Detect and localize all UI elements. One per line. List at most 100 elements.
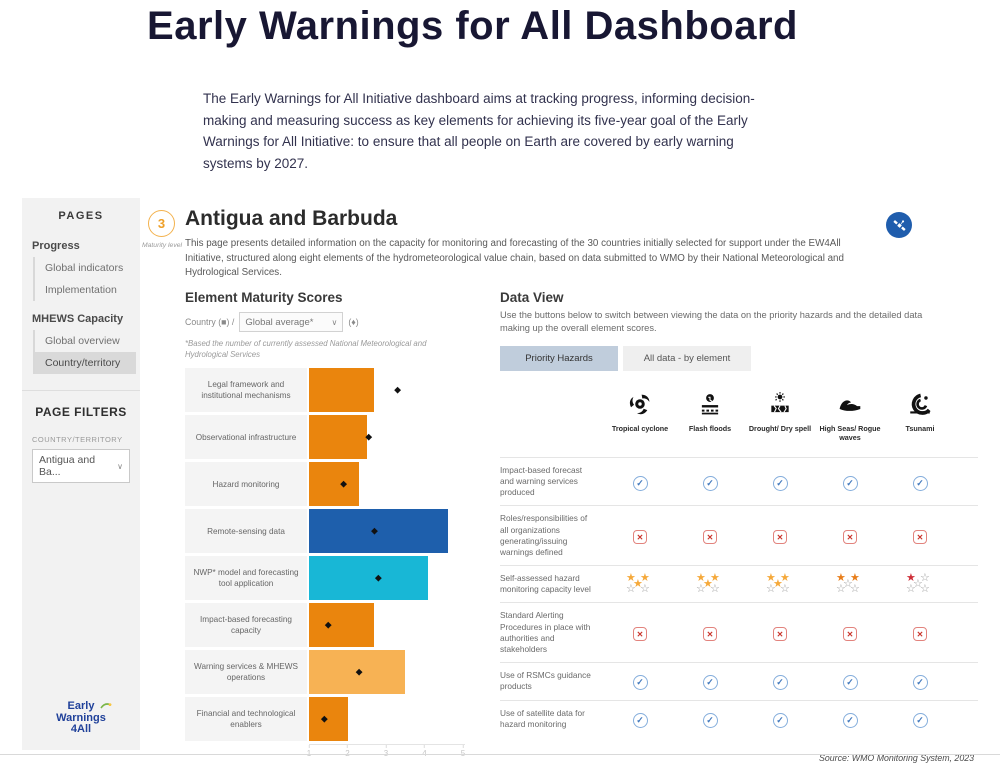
bar-track: ◆ xyxy=(309,509,469,554)
page-bottom-divider xyxy=(0,754,1000,755)
star-empty-icon: ☆ xyxy=(780,582,790,595)
check-icon: ✓ xyxy=(702,712,718,728)
global-average-marker: ◆ xyxy=(365,431,373,442)
bar-track: ◆ xyxy=(309,556,469,601)
chart-legend: Country (■) / Global average* ∨ (♦) xyxy=(185,312,485,332)
sidebar-item-global-overview[interactable]: Global overview xyxy=(45,335,120,347)
star-rating-1of5: ★ ☆ ☆ ☆ ☆ xyxy=(903,572,937,596)
tab-all-data-by-element[interactable]: All data - by element xyxy=(623,346,751,372)
status-cell: ✕ xyxy=(815,624,885,642)
hazard-label: High Seas/ Rogue waves xyxy=(819,424,881,443)
status-cell: ✕ xyxy=(745,527,815,545)
star-empty-icon: ☆ xyxy=(906,582,916,595)
sidebar-item-global-indicators[interactable]: Global indicators xyxy=(45,262,124,274)
source-note: Source: WMO Monitoring System, 2023 xyxy=(819,752,974,763)
status-cell: ✕ xyxy=(675,624,745,642)
bar-legal-framework-and-institutional-mechanisms[interactable] xyxy=(309,368,375,413)
star-filled-icon: ★ xyxy=(766,571,776,584)
hazard-label: Tropical cyclone xyxy=(611,424,669,434)
star-empty-icon: ☆ xyxy=(696,582,706,595)
sidebar-divider xyxy=(22,390,140,391)
drought-dry-spell-icon xyxy=(745,391,815,417)
status-cell: ✓ xyxy=(745,473,815,491)
country-filter-dropdown[interactable]: Antigua and Ba... ∨ xyxy=(32,449,130,483)
maturity-chart: Legal framework and institutional mechan… xyxy=(185,368,485,742)
axis-tick: 5 xyxy=(461,745,465,758)
status-cell: ✓ xyxy=(885,710,955,728)
cross-icon: ✕ xyxy=(633,530,647,545)
flash-floods-icon xyxy=(675,391,745,417)
pages-title: PAGES xyxy=(58,210,104,222)
check-icon: ✓ xyxy=(912,475,928,491)
bar-label: Hazard monitoring xyxy=(185,462,307,507)
legend-country-label: Country (■) / xyxy=(185,317,235,327)
status-cell: ✓ xyxy=(745,672,815,691)
cross-icon: ✕ xyxy=(843,530,857,545)
check-icon: ✓ xyxy=(772,712,788,728)
hazard-label: Flash floods xyxy=(688,424,732,434)
sidebar-item-implementation[interactable]: Implementation xyxy=(45,284,117,296)
star-filled-icon: ★ xyxy=(703,577,713,590)
bar-label: Legal framework and institutional mechan… xyxy=(185,368,307,413)
chart-footnote: *Based the number of currently assessed … xyxy=(185,339,427,359)
intro-text: The Early Warnings for All Initiative da… xyxy=(203,91,755,171)
bar-impact-based-forecasting-capacity[interactable] xyxy=(309,603,375,648)
status-cell: ✕ xyxy=(605,527,675,545)
star-rating-3of5: ★ ★ ★ ☆ ☆ xyxy=(763,571,797,596)
check-icon: ✓ xyxy=(632,712,648,728)
table-row-impact-based-forecast-and-warning-servic: Impact-based forecast and warning servic… xyxy=(500,456,978,506)
logo-line2: Warnings xyxy=(56,711,106,724)
bar-warning-services-mhews-operations[interactable] xyxy=(309,650,406,695)
star-filled-icon: ★ xyxy=(773,577,783,590)
table-row-standard-alerting-procedures-in-place-wi: Standard Alerting Procedures in place wi… xyxy=(500,602,978,662)
global-average-marker: ◆ xyxy=(340,478,348,489)
status-cell: ★ ★ ★ ☆ ☆ xyxy=(745,571,815,596)
page-title: Early Warnings for All Dashboard xyxy=(147,4,798,48)
star-empty-icon: ☆ xyxy=(920,582,930,595)
star-empty-icon: ☆ xyxy=(836,582,846,595)
bar-hazard-monitoring[interactable] xyxy=(309,462,360,507)
star-filled-icon: ★ xyxy=(850,571,860,584)
nav-group-mhews-capacity: MHEWS Capacity xyxy=(32,313,124,325)
main-panel: 3 Maturity level Antigua and Barbuda Thi… xyxy=(140,198,985,763)
hazard-label: Tsunami xyxy=(905,424,935,434)
hazard-data-table: Impact-based forecast and warning servic… xyxy=(500,456,978,737)
status-cell: ✓ xyxy=(745,710,815,728)
bar-nwp-model-and-forecasting-tool-application[interactable] xyxy=(309,556,429,601)
chart-row-remote-sensing-data: Remote-sensing data ◆ xyxy=(185,509,485,554)
country-title: Antigua and Barbuda xyxy=(185,207,398,230)
check-icon: ✓ xyxy=(842,712,858,728)
status-cell: ✓ xyxy=(675,672,745,691)
status-cell: ✓ xyxy=(675,710,745,728)
legend-diamond-label: (♦) xyxy=(348,317,359,327)
page-filters-title: PAGE FILTERS xyxy=(35,405,127,419)
dashboard: PAGES Progress Global indicators Implement… xyxy=(22,198,985,763)
sidebar: PAGES Progress Global indicators Implement… xyxy=(22,198,140,750)
data-view-description: Use the buttons below to switch between … xyxy=(500,310,923,334)
hazard-column-high-seas-rogue-waves: High Seas/ Rogue waves xyxy=(815,391,885,443)
logo-swoosh-icon xyxy=(100,698,112,715)
tropical-cyclone-icon xyxy=(605,391,675,417)
hazard-column-tropical-cyclone: Tropical cyclone xyxy=(605,391,675,443)
sidebar-item-country-territory[interactable]: Country/territory xyxy=(35,352,136,374)
hazard-column-flash-floods: Flash floods xyxy=(675,391,745,443)
sidebar-nav: Progress Global indicators Implementation M… xyxy=(32,228,136,374)
bar-remote-sensing-data[interactable] xyxy=(309,509,448,554)
hazard-label: Drought/ Dry spell xyxy=(748,424,812,434)
comparison-dropdown[interactable]: Global average* ∨ xyxy=(239,312,344,332)
element-maturity-section: Element Maturity Scores Country (■) / Gl… xyxy=(185,290,485,760)
bar-financial-and-technological-enablers[interactable] xyxy=(309,697,348,742)
hazard-column-drought-dry-spell: Drought/ Dry spell xyxy=(745,391,815,443)
cross-icon: ✕ xyxy=(703,530,717,545)
satellite-icon[interactable] xyxy=(886,212,912,238)
global-average-marker: ◆ xyxy=(370,525,378,536)
tab-priority-hazards[interactable]: Priority Hazards xyxy=(500,346,618,372)
bar-label: NWP* model and forecasting tool applicat… xyxy=(185,556,307,601)
status-cell: ✕ xyxy=(675,527,745,545)
status-cell: ★ ☆ ☆ ☆ ☆ xyxy=(885,572,955,596)
bar-observational-infrastructure[interactable] xyxy=(309,415,367,460)
star-rating-3of5: ★ ★ ★ ☆ ☆ xyxy=(693,572,727,596)
chevron-down-icon: ∨ xyxy=(117,461,123,471)
logo-line1: Early xyxy=(67,700,95,713)
maturity-level-label: Maturity level xyxy=(141,242,183,249)
